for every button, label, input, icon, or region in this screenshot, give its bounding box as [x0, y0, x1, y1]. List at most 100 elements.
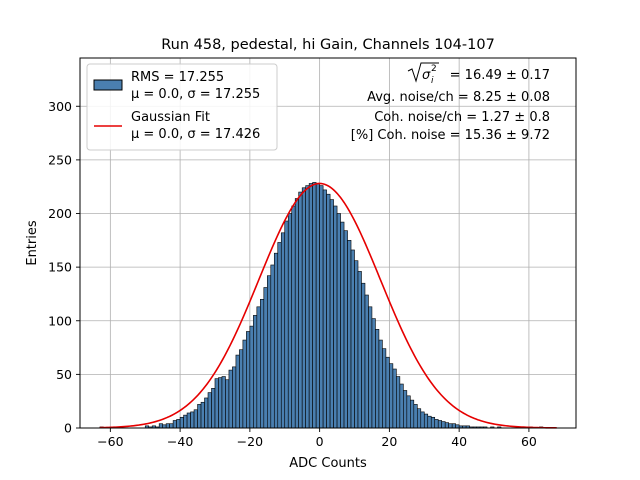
histogram-bar [172, 420, 177, 429]
histogram-bar [448, 423, 453, 429]
histogram-bar [179, 416, 184, 429]
histogram-bar [291, 205, 296, 429]
histogram-bar [319, 185, 324, 429]
histogram-bar [378, 339, 383, 429]
histogram-bar [396, 376, 401, 429]
histogram-bar [204, 397, 209, 429]
histogram-bar [340, 221, 345, 429]
legend-label-histogram: RMS = 17.255 [131, 70, 224, 85]
y-tick-label: 100 [48, 313, 72, 328]
histogram-bar [232, 366, 237, 429]
histogram-bar [225, 379, 230, 429]
histogram-bar [169, 423, 174, 429]
histogram-bar [263, 287, 268, 429]
annotation-coh-noise: Coh. noise/ch = 1.27 ± 0.8 [374, 110, 550, 125]
histogram-bar [253, 315, 258, 429]
histogram-bars [99, 182, 544, 429]
x-tick-label: 0 [316, 434, 324, 449]
histogram-bar [176, 419, 181, 429]
histogram-bar [218, 377, 223, 429]
histogram-bar [357, 271, 362, 429]
gaussian-fit-curve [99, 182, 557, 429]
sqrt-sub: i [431, 76, 434, 86]
legend-label-fit: Gaussian Fit [131, 110, 210, 125]
histogram-bar [371, 318, 376, 429]
histogram-bar [235, 354, 240, 429]
x-tick-label: 60 [521, 434, 537, 449]
histogram-bar [197, 404, 202, 429]
sqrt-symbol [407, 62, 439, 83]
legend-box [86, 63, 278, 151]
histogram-bar [416, 408, 422, 429]
histogram-bar [430, 416, 436, 429]
histogram-bar [315, 183, 320, 429]
histogram-bar [403, 390, 408, 429]
histogram-bar [207, 392, 212, 429]
histogram-bar [301, 187, 306, 429]
grid-lines [80, 58, 576, 429]
legend: RMS = 17.255 μ = 0.0, σ = 17.255 Gaussia… [86, 63, 278, 151]
histogram-bar [389, 363, 394, 429]
x-axis-label: ADC Counts [289, 456, 367, 471]
histogram-bar [451, 423, 456, 429]
histogram-bar [270, 264, 275, 429]
gaussian-fit-line [99, 182, 557, 429]
histogram-bar [444, 422, 449, 429]
x-tick-label: −40 [167, 434, 193, 449]
annotation-avg-noise: Avg. noise/ch = 8.25 ± 0.08 [367, 90, 550, 105]
histogram-bar [308, 183, 313, 429]
histogram-bar [256, 306, 261, 429]
histogram-bar [329, 199, 334, 429]
histogram-bar [214, 378, 219, 429]
annotation-coh-noise-pct: [%] Coh. noise = 15.36 ± 9.72 [351, 128, 550, 143]
x-tick-label: −20 [237, 434, 263, 449]
histogram-bar [260, 299, 265, 429]
histogram-bar [382, 348, 387, 429]
y-tick-label: 300 [48, 99, 72, 114]
histogram-bar [228, 369, 233, 429]
histogram-bar [350, 249, 355, 429]
histogram-bar [190, 411, 195, 429]
x-tick-label: 40 [451, 434, 467, 449]
histogram-bar [399, 383, 404, 429]
histogram-bar [368, 306, 373, 429]
noise-annotations: σ 2 i = 16.49 ± 0.17 Avg. noise/ch = 8.2… [351, 62, 550, 143]
legend-label-histogram-stats: μ = 0.0, σ = 17.255 [131, 87, 260, 102]
histogram-bar [333, 205, 338, 429]
histogram-bar [375, 329, 380, 429]
x-tick-label: 20 [381, 434, 397, 449]
histogram-bar [441, 421, 446, 429]
histogram-bar [183, 414, 188, 429]
plot-frame [79, 57, 577, 429]
histogram-bar [361, 282, 366, 429]
histogram-bar [420, 411, 425, 429]
histogram-bar [343, 230, 348, 429]
histogram-bar [193, 409, 198, 429]
histogram-bar [249, 325, 254, 429]
histogram-bar [277, 242, 282, 429]
legend-label-fit-stats: μ = 0.0, σ = 17.426 [131, 127, 260, 142]
histogram-bar [221, 376, 226, 429]
histogram-bar [239, 349, 244, 429]
histogram-bar [186, 412, 191, 429]
histogram-bar [200, 401, 205, 429]
histogram-bar [413, 404, 418, 429]
histogram-bar [326, 193, 331, 429]
histogram-bar [305, 185, 310, 429]
histogram-bar [354, 260, 359, 429]
histogram-bar [246, 331, 251, 429]
histogram-bar [347, 240, 352, 429]
histogram-bar [434, 419, 439, 429]
x-axis-ticks: −60 −40 −20 0 20 40 60 [97, 428, 537, 449]
histogram-bar [273, 252, 279, 429]
y-tick-label: 50 [56, 367, 72, 382]
histogram-bar [298, 191, 303, 429]
histogram-bar [336, 213, 341, 429]
y-axis-label: Entries [25, 220, 40, 266]
annotation-total-noise: = 16.49 ± 0.17 [450, 68, 550, 83]
sqrt-sigma: σ [422, 68, 431, 83]
histogram-bar [267, 275, 272, 429]
sqrt-sup: 2 [431, 64, 437, 74]
chart-title: Run 458, pedestal, hi Gain, Channels 104… [161, 37, 495, 53]
